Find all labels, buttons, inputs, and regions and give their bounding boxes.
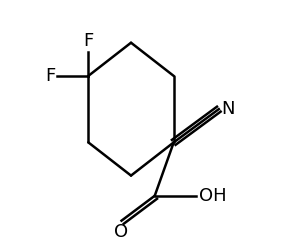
Text: F: F <box>45 67 55 85</box>
Text: O: O <box>115 223 129 241</box>
Text: F: F <box>83 32 93 50</box>
Text: N: N <box>221 100 235 118</box>
Text: OH: OH <box>199 187 226 205</box>
